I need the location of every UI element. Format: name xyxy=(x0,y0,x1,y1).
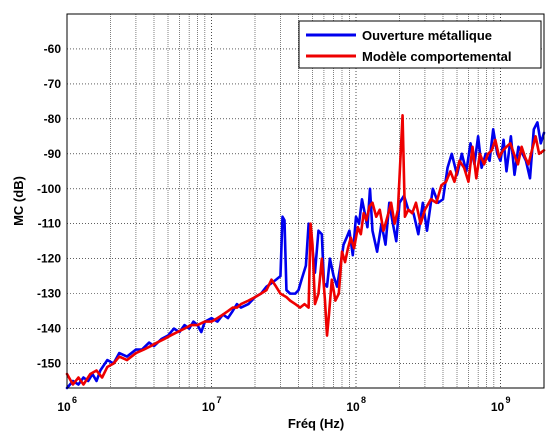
series-layer xyxy=(65,114,546,390)
x-tick-labels: 10 6 10 7 10 8 10 9 xyxy=(57,395,510,414)
plot-background xyxy=(67,14,544,388)
x-tick-label: 10 xyxy=(202,400,216,414)
y-tick-label: -80 xyxy=(44,112,62,126)
legend-label-modele: Modèle comportemental xyxy=(362,49,512,64)
legend-label-ouverture: Ouverture métallique xyxy=(362,28,492,43)
x-tick-exponent: 8 xyxy=(361,395,366,405)
x-tick-label: 10 xyxy=(491,400,505,414)
y-tick-label: -140 xyxy=(37,322,61,336)
y-tick-label: -70 xyxy=(44,77,62,91)
legend: Ouverture métallique Modèle comportement… xyxy=(298,20,542,69)
x-tick-exponent: 6 xyxy=(72,395,77,405)
y-tick-label: -120 xyxy=(37,252,61,266)
x-tick-label: 10 xyxy=(57,400,71,414)
y-tick-label: -150 xyxy=(37,357,61,371)
y-axis-label: MC (dB) xyxy=(11,176,26,226)
x-axis-label: Fréq (Hz) xyxy=(288,416,344,431)
x-tick-exponent: 7 xyxy=(217,395,222,405)
x-tick-exponent: 9 xyxy=(506,395,511,405)
x-tick-label: 10 xyxy=(346,400,360,414)
y-tick-label: -110 xyxy=(38,217,62,231)
legend-box xyxy=(298,20,542,69)
y-tick-label: -90 xyxy=(44,147,62,161)
y-tick-label: -60 xyxy=(44,42,62,56)
series-line-0 xyxy=(65,121,546,390)
y-tick-labels: -60 -70 -80 -90 -100 -110 -120 -130 -140 -150 xyxy=(37,42,61,371)
y-tick-label: -130 xyxy=(37,287,61,301)
plot-frame xyxy=(66,13,545,389)
y-tick-label: -100 xyxy=(37,182,61,196)
series-line-1 xyxy=(65,114,546,386)
